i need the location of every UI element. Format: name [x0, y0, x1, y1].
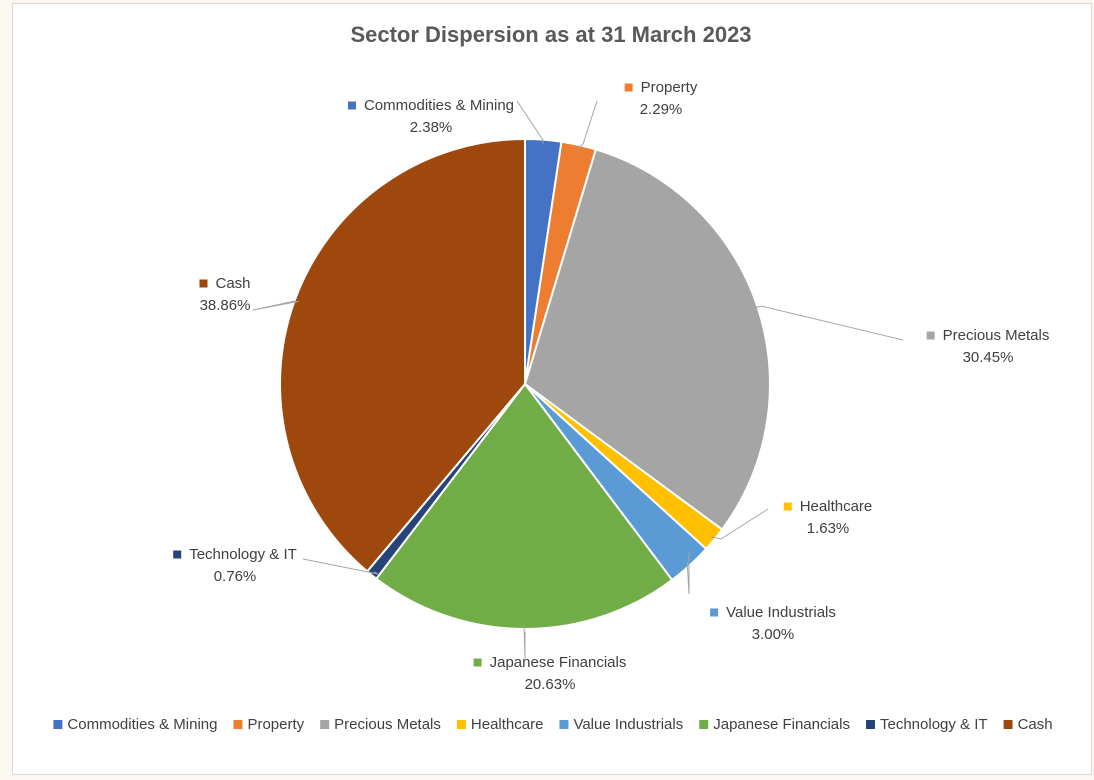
data-label-marker [624, 83, 633, 92]
legend-item-commodities-and-mining: Commodities & Mining [53, 716, 217, 733]
data-label-value: 38.86% [200, 297, 251, 314]
data-label-healthcare: Healthcare 1.63% [783, 498, 873, 537]
data-label-marker [783, 502, 792, 511]
legend-label: Property [247, 716, 304, 733]
legend-swatch [320, 720, 330, 729]
legend-swatch [456, 720, 466, 729]
data-label-name: Commodities & Mining [364, 97, 514, 114]
legend-swatch [866, 720, 875, 729]
data-labels: Commodities & Mining2.38%Property2.29%Pr… [173, 79, 1049, 693]
pie-slice-cash [279, 137, 526, 573]
legend-item-value-industrials: Value Industrials [559, 716, 683, 733]
data-label-marker [199, 279, 208, 288]
data-label-value: 0.76% [214, 568, 257, 585]
legend-swatch [233, 720, 243, 729]
legend-item-precious-metals: Precious Metals [320, 716, 441, 733]
data-label-property: Property 2.29% [624, 79, 698, 118]
legend-item-cash: Cash [1003, 716, 1053, 733]
data-label-value-industrials: Value Industrials 3.00% [710, 604, 836, 643]
data-label-value: 2.29% [640, 101, 683, 118]
chart-area: Sector Dispersion as at 31 March 2023 Co… [12, 3, 1092, 775]
data-label-value: 2.38% [410, 119, 453, 136]
data-label-precious-metals: Precious Metals 30.45% [926, 327, 1050, 366]
data-label-name: Healthcare [800, 498, 873, 515]
legend-swatch [53, 720, 63, 729]
data-label-marker [473, 658, 482, 667]
legend: Commodities & Mining Property Precious Met… [53, 716, 1053, 733]
legend-label: Healthcare [471, 716, 544, 733]
pie-slices [279, 137, 771, 630]
data-label-name: Cash [215, 275, 250, 292]
data-label-commodities-and-mining: Commodities & Mining 2.38% [347, 97, 514, 136]
pie-chart: Sector Dispersion as at 31 March 2023 Co… [53, 22, 1053, 733]
data-label-technology-and-it: Technology & IT 0.76% [173, 546, 297, 585]
legend-label: Value Industrials [573, 716, 683, 733]
data-label-name: Technology & IT [189, 546, 297, 563]
legend-swatch [699, 720, 709, 729]
leader-line-technology-and-it [302, 558, 379, 575]
leader-line-property [577, 100, 598, 150]
data-label-name: Value Industrials [726, 604, 836, 621]
leader-line-japanese-financials [523, 624, 526, 660]
data-label-value: 30.45% [963, 349, 1014, 366]
legend-label: Technology & IT [880, 716, 988, 733]
data-label-marker [173, 550, 182, 559]
data-label-marker [710, 608, 719, 617]
data-label-name: Property [641, 79, 698, 96]
leader-line-cash [252, 300, 299, 311]
legend-label: Japanese Financials [713, 716, 850, 733]
legend-label: Cash [1018, 716, 1053, 733]
leader-line-commodities-and-mining [516, 100, 544, 144]
data-label-japanese-financials: Japanese Financials 20.63% [473, 654, 627, 693]
legend-label: Precious Metals [334, 716, 441, 733]
data-label-value: 3.00% [752, 626, 795, 643]
leader-lines [252, 100, 904, 660]
data-label-name: Japanese Financials [490, 654, 627, 671]
data-label-marker [347, 101, 356, 110]
chart-title: Sector Dispersion as at 31 March 2023 [350, 22, 751, 47]
legend-label: Commodities & Mining [67, 716, 217, 733]
data-label-value: 20.63% [525, 676, 576, 693]
legend-item-technology-and-it: Technology & IT [866, 716, 988, 733]
data-label-name: Precious Metals [943, 327, 1050, 344]
leader-line-healthcare [711, 508, 769, 540]
leader-line-precious-metals [753, 305, 904, 341]
data-label-cash: Cash 38.86% [199, 275, 251, 314]
legend-item-healthcare: Healthcare [456, 716, 544, 733]
legend-swatch [1003, 720, 1013, 729]
leader-line-value-industrials [686, 552, 690, 595]
data-label-marker [926, 331, 935, 340]
legend-swatch [559, 720, 569, 729]
legend-item-japanese-financials: Japanese Financials [699, 716, 850, 733]
data-label-value: 1.63% [807, 520, 850, 537]
legend-item-property: Property [233, 716, 305, 733]
